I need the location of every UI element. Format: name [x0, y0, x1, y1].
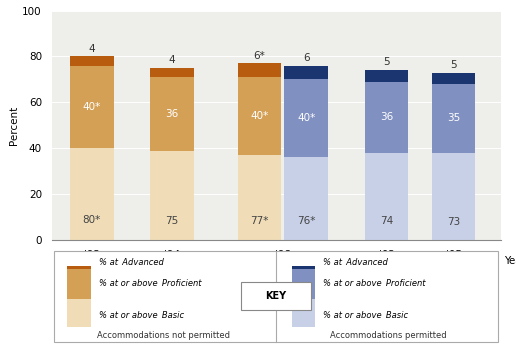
Text: 6: 6 — [303, 53, 310, 63]
Text: % at  Advanced: % at Advanced — [323, 258, 388, 267]
Text: 73: 73 — [447, 217, 460, 227]
Text: Accommodations permitted: Accommodations permitted — [330, 331, 447, 340]
Text: 5: 5 — [450, 60, 457, 70]
Text: 36: 36 — [380, 112, 393, 122]
Text: 74: 74 — [380, 217, 393, 226]
Text: 75: 75 — [166, 216, 179, 226]
FancyBboxPatch shape — [54, 251, 498, 342]
Bar — [67, 269, 91, 299]
Bar — [70, 57, 114, 66]
Bar — [151, 151, 194, 240]
Text: % at or above  Proficient: % at or above Proficient — [99, 279, 201, 289]
Text: 40*: 40* — [250, 111, 268, 121]
Text: 36: 36 — [166, 109, 179, 119]
Bar — [237, 77, 281, 155]
Text: 77*: 77* — [250, 216, 268, 226]
Text: % at or above  Basic: % at or above Basic — [323, 311, 408, 320]
Bar — [432, 73, 475, 84]
Bar — [284, 66, 328, 79]
Text: % at  Advanced: % at Advanced — [99, 258, 164, 267]
Bar — [237, 63, 281, 77]
Bar — [284, 79, 328, 158]
Bar — [67, 299, 91, 327]
Text: KEY: KEY — [266, 291, 286, 301]
Text: 6*: 6* — [253, 51, 265, 61]
Text: 40*: 40* — [297, 113, 315, 124]
Bar — [67, 265, 91, 269]
Text: 80*: 80* — [83, 215, 101, 225]
Bar — [151, 68, 194, 77]
Text: % at or above  Proficient: % at or above Proficient — [323, 279, 426, 289]
Bar — [365, 70, 408, 82]
Text: 76*: 76* — [297, 216, 315, 226]
Text: 40*: 40* — [83, 102, 101, 112]
Text: 4: 4 — [169, 55, 175, 65]
Bar — [284, 158, 328, 240]
Bar — [292, 269, 315, 299]
Bar — [292, 299, 315, 327]
Text: 5: 5 — [383, 58, 390, 67]
Bar — [432, 153, 475, 240]
Bar — [365, 82, 408, 153]
Bar — [151, 77, 194, 151]
Text: Accommodations not permitted: Accommodations not permitted — [98, 331, 230, 340]
Text: % at or above  Basic: % at or above Basic — [99, 311, 184, 320]
Text: 4: 4 — [88, 44, 95, 54]
Bar — [365, 153, 408, 240]
FancyBboxPatch shape — [241, 282, 311, 311]
Text: 35: 35 — [447, 113, 460, 124]
Bar — [70, 148, 114, 240]
Bar — [292, 265, 315, 269]
Bar — [70, 66, 114, 148]
Bar — [432, 84, 475, 153]
Bar — [237, 155, 281, 240]
Text: Year: Year — [504, 256, 516, 266]
Y-axis label: Percent: Percent — [9, 106, 20, 145]
